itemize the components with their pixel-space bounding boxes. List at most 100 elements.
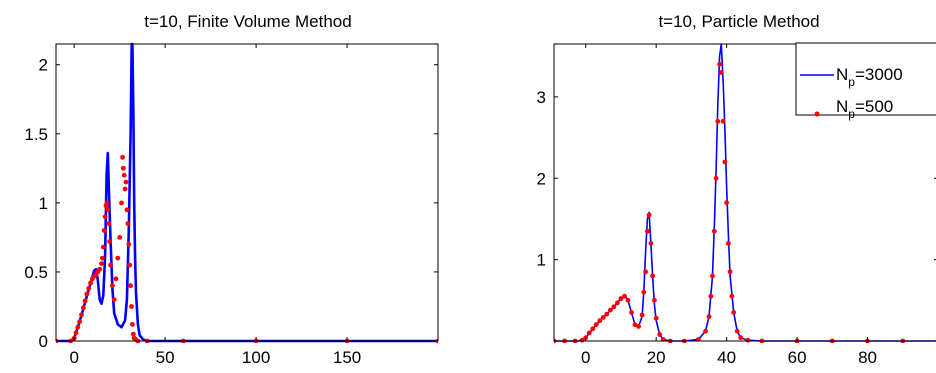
fv-series-group	[56, 42, 438, 343]
particle-data-point	[713, 175, 719, 181]
fv-x-tick-label: 0	[69, 348, 78, 367]
legend-dot-swatch	[814, 111, 820, 117]
fv-series-line	[56, 42, 438, 343]
particle-data-point	[639, 312, 645, 318]
fv-x-tick-label: 150	[333, 348, 361, 367]
particle-x-tick-label: 80	[858, 348, 877, 367]
legend-entry-line-label: Np=3000	[836, 65, 903, 89]
particle-data-point	[715, 118, 721, 124]
particle-data-point	[718, 70, 724, 75]
particle-data-point	[729, 293, 735, 299]
fv-data-point	[73, 330, 79, 336]
fv-data-point	[88, 280, 93, 286]
particle-data-point	[608, 307, 613, 313]
fv-y-tick-label: 0	[39, 332, 48, 351]
fv-data-point	[77, 319, 82, 325]
particle-x-tick-label: 60	[788, 348, 807, 367]
fv-data-point	[84, 291, 90, 297]
particle-data-point	[720, 118, 726, 124]
fv-data-point	[79, 312, 84, 318]
fv-data-point	[107, 239, 113, 244]
legend-entry-scatter-label: Np=500	[836, 97, 893, 121]
particle-axes-box	[553, 43, 936, 342]
particle-data-point	[593, 322, 599, 328]
fv-data-point	[75, 324, 81, 330]
particle-data-point	[652, 297, 657, 303]
fv-data-point	[123, 179, 129, 185]
particle-data-point	[636, 324, 641, 329]
particle-data-point	[590, 326, 596, 332]
particle-y-tick-label: 3	[537, 88, 546, 107]
particle-data-point	[706, 314, 712, 319]
fv-data-point	[100, 244, 106, 250]
particle-data-point	[641, 289, 647, 295]
particle-data-point	[657, 332, 663, 337]
particle-x-tick-label: 40	[717, 348, 736, 367]
fv-data-point	[119, 200, 124, 206]
particle-data-point	[629, 310, 634, 315]
legend: Np=3000 Np=500	[795, 42, 936, 121]
legend-line-sub: p	[848, 75, 855, 89]
fv-data-point	[129, 304, 134, 309]
fv-y-tick-label: 0.5	[24, 263, 48, 282]
fv-data-point	[122, 186, 128, 192]
legend-entry-line: Np=3000	[800, 65, 903, 89]
fv-data-point	[124, 207, 130, 213]
fv-data-point	[125, 221, 131, 227]
fv-x-tick-label: 50	[156, 348, 175, 367]
particle-x-tick-label: 0	[581, 348, 590, 367]
particle-data-point	[731, 310, 737, 315]
particle-data-point	[650, 273, 655, 279]
fv-chart: t=10, Finite Volume Method 0 50 100 150 0 0.5…	[24, 12, 439, 367]
fv-data-point	[80, 305, 86, 311]
particle-x-tick-label: 20	[647, 348, 666, 367]
particle-data-point	[622, 293, 627, 299]
particle-data-point	[586, 330, 592, 336]
fv-data-point	[99, 261, 104, 266]
particle-data-point	[722, 159, 728, 165]
particle-data-point	[745, 337, 751, 343]
particle-chart-title: t=10, Particle Method	[658, 12, 819, 31]
particle-data-point	[645, 228, 650, 234]
fv-axes-box	[55, 43, 439, 342]
fv-data-point	[104, 200, 110, 206]
fv-data-point	[130, 322, 135, 327]
particle-data-point	[734, 328, 740, 334]
fv-data-point	[120, 154, 125, 160]
fv-y-tick-label: 2	[39, 56, 48, 75]
fv-data-point	[105, 207, 111, 213]
particle-data-point	[611, 304, 617, 310]
particle-data-point	[708, 293, 714, 299]
fv-y-tick-label: 1.5	[24, 125, 48, 144]
particle-data-point	[597, 318, 603, 324]
fv-chart-title: t=10, Finite Volume Method	[144, 12, 351, 31]
legend-scatter-main: N	[836, 97, 848, 116]
particle-data-point	[632, 322, 638, 328]
legend-scatter-rest: =500	[855, 97, 893, 116]
fv-data-point	[117, 235, 123, 240]
particle-data-point	[738, 335, 744, 341]
particle-data-point	[643, 269, 648, 275]
fv-data-point	[128, 283, 134, 289]
legend-scatter-sub: p	[848, 107, 855, 121]
particle-data-point	[717, 61, 722, 67]
particle-data-point	[604, 311, 610, 317]
particle-data-point	[625, 297, 631, 303]
fv-data-point	[86, 286, 92, 291]
fv-data-point	[111, 297, 117, 302]
fv-data-point	[97, 266, 103, 272]
fv-data-point	[110, 283, 115, 289]
fv-data-point	[127, 262, 133, 268]
fv-data-point	[126, 241, 132, 247]
legend-line-rest: =3000	[855, 65, 903, 84]
particle-data-point	[600, 315, 606, 320]
fv-data-point	[101, 228, 107, 233]
legend-line-main: N	[836, 65, 848, 84]
particle-plot-area: 0 20 40 60 80 1 2 3	[537, 43, 936, 367]
particle-data-point	[726, 241, 731, 246]
fv-data-point	[121, 172, 127, 178]
particle-data-point	[653, 315, 659, 321]
fv-data-point	[108, 262, 113, 268]
